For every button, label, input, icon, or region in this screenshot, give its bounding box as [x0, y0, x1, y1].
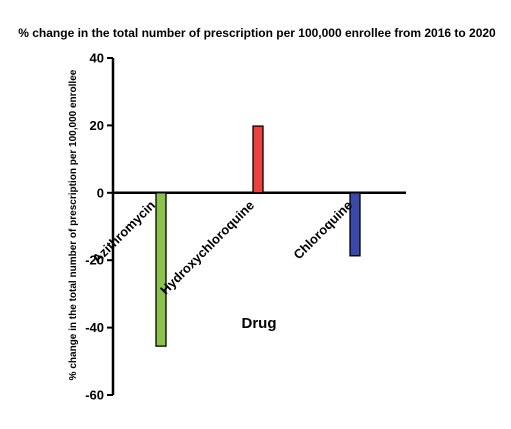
bars [155, 125, 361, 347]
y-tick-label: 20 [90, 118, 104, 133]
y-tick-label: -40 [85, 320, 104, 335]
bar-azithromycin [155, 192, 167, 347]
chart-title: % change in the total number of prescrip… [18, 26, 496, 40]
x-axis-label: Drug [242, 315, 277, 332]
bar-hydroxychloroquine [252, 125, 264, 194]
y-tick-label: -60 [85, 388, 104, 403]
category-label-azithromycin: Azithromycin [89, 197, 158, 266]
y-tick-label: 40 [90, 51, 104, 66]
y-tick-label: -20 [85, 253, 104, 268]
category-label-chloroquine: Chloroquine [290, 198, 355, 263]
y-tick-label: 0 [97, 185, 104, 200]
category-label-hydroxychloroquine: Hydroxychloroquine [157, 198, 257, 298]
y-axis-label: % change in the total number of prescrip… [68, 69, 79, 380]
bar-chloroquine [349, 192, 361, 257]
